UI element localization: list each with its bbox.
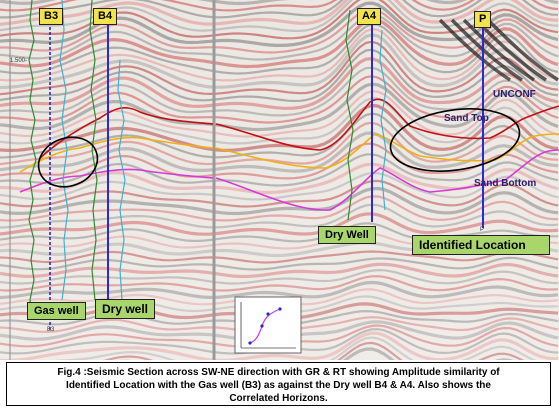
gr-log-a4 [345, 9, 354, 221]
sand-top-horizon [19, 133, 559, 173]
time-tick-label: 1.500- [10, 58, 28, 64]
well-label-b4: B4 [93, 8, 118, 25]
sand-bottom-horizon [19, 149, 559, 211]
well-bottom-label-b3: B3 [47, 327, 55, 333]
well-bottom-label-p: P [480, 227, 485, 233]
sand-bottom-label: Sand Bottom [474, 178, 537, 189]
identified-location-callout: Identified Location [412, 235, 550, 255]
rt-log-a4 [379, 29, 387, 211]
dry-well-left-callout: Dry well [95, 299, 156, 319]
identified-location-circle [389, 108, 521, 172]
figure-caption: Fig.4 :Seismic Section across SW-NE dire… [6, 362, 551, 406]
sand-top-label: Sand Top [444, 113, 489, 124]
well-label-a4: A4 [357, 8, 382, 25]
unconf-label: UNCONF [493, 89, 536, 100]
caption-line-1: Fig.4 :Seismic Section across SW-NE dire… [57, 367, 500, 378]
well-label-p: P [474, 11, 492, 28]
inset-crossplot [234, 296, 302, 354]
rt-log-b3 [59, 0, 69, 301]
gas-well-circle [37, 136, 99, 188]
unconf-horizon [39, 98, 559, 159]
rt-log-b4 [117, 59, 126, 301]
gr-log-b3 [28, 0, 37, 321]
gas-well-callout: Gas well [27, 302, 86, 320]
well-label-b3: B3 [39, 8, 64, 25]
caption-line-2: Identified Location with the Gas well (B… [66, 380, 491, 391]
gr-log-b4 [89, 0, 98, 301]
caption-line-3: Correlated Horizons. [229, 393, 328, 404]
dry-well-mid-callout: Dry Well [318, 226, 376, 244]
seismic-section [0, 0, 559, 360]
